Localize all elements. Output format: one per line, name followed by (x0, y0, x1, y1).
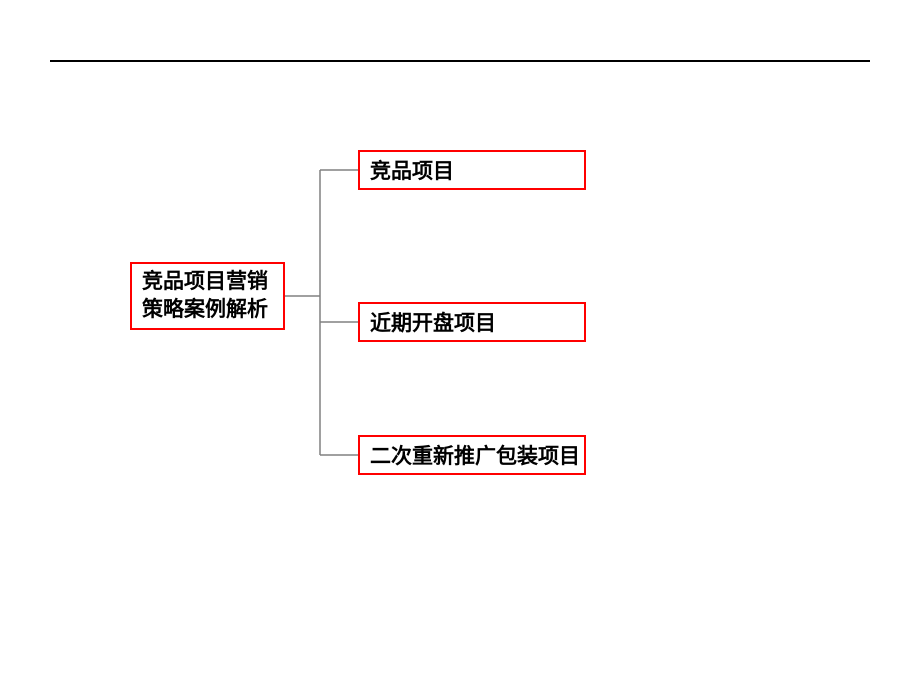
top-divider (50, 60, 870, 62)
connector-lines (130, 150, 630, 550)
child-node-2: 近期开盘项目 (358, 302, 586, 342)
child-node-1: 竞品项目 (358, 150, 586, 190)
child-node-3: 二次重新推广包装项目 (358, 435, 586, 475)
root-node: 竞品项目营销策略案例解析 (130, 262, 285, 330)
